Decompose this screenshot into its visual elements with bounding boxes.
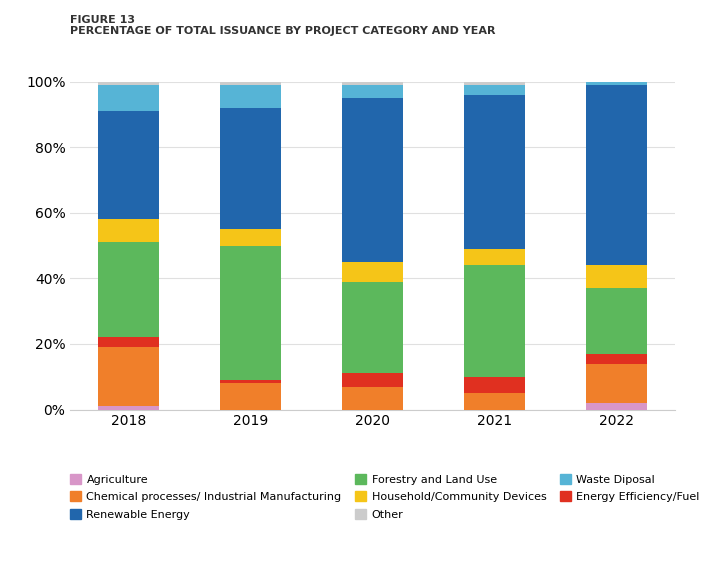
Bar [464,82,525,85]
Bar [342,373,403,387]
Bar [220,246,281,380]
Bar [342,82,403,85]
Bar [464,85,525,95]
Bar [342,262,403,282]
Bar [220,229,281,246]
Bar [220,380,281,383]
Bar [464,377,525,393]
Bar [342,98,403,262]
Bar [98,338,159,347]
Legend: Agriculture, Chemical processes/ Industrial Manufacturing, Renewable Energy, For: Agriculture, Chemical processes/ Industr… [70,474,703,519]
Bar [342,282,403,373]
Bar [586,85,647,266]
Bar [464,95,525,249]
Bar [464,266,525,377]
Bar [464,249,525,266]
Bar [98,347,159,406]
Bar [586,288,647,354]
Bar [98,111,159,219]
Bar [98,82,159,85]
Bar [220,82,281,85]
Bar [98,406,159,409]
Text: PERCENTAGE OF TOTAL ISSUANCE BY PROJECT CATEGORY AND YEAR: PERCENTAGE OF TOTAL ISSUANCE BY PROJECT … [70,26,496,36]
Text: FIGURE 13: FIGURE 13 [70,15,135,25]
Bar [586,364,647,403]
Bar [586,266,647,288]
Bar [98,85,159,111]
Bar [220,85,281,108]
Bar [464,393,525,409]
Bar [342,85,403,98]
Bar [586,82,647,85]
Bar [586,403,647,409]
Bar [342,387,403,409]
Bar [220,383,281,410]
Bar [98,242,159,338]
Bar [98,219,159,242]
Bar [220,108,281,229]
Bar [586,354,647,364]
